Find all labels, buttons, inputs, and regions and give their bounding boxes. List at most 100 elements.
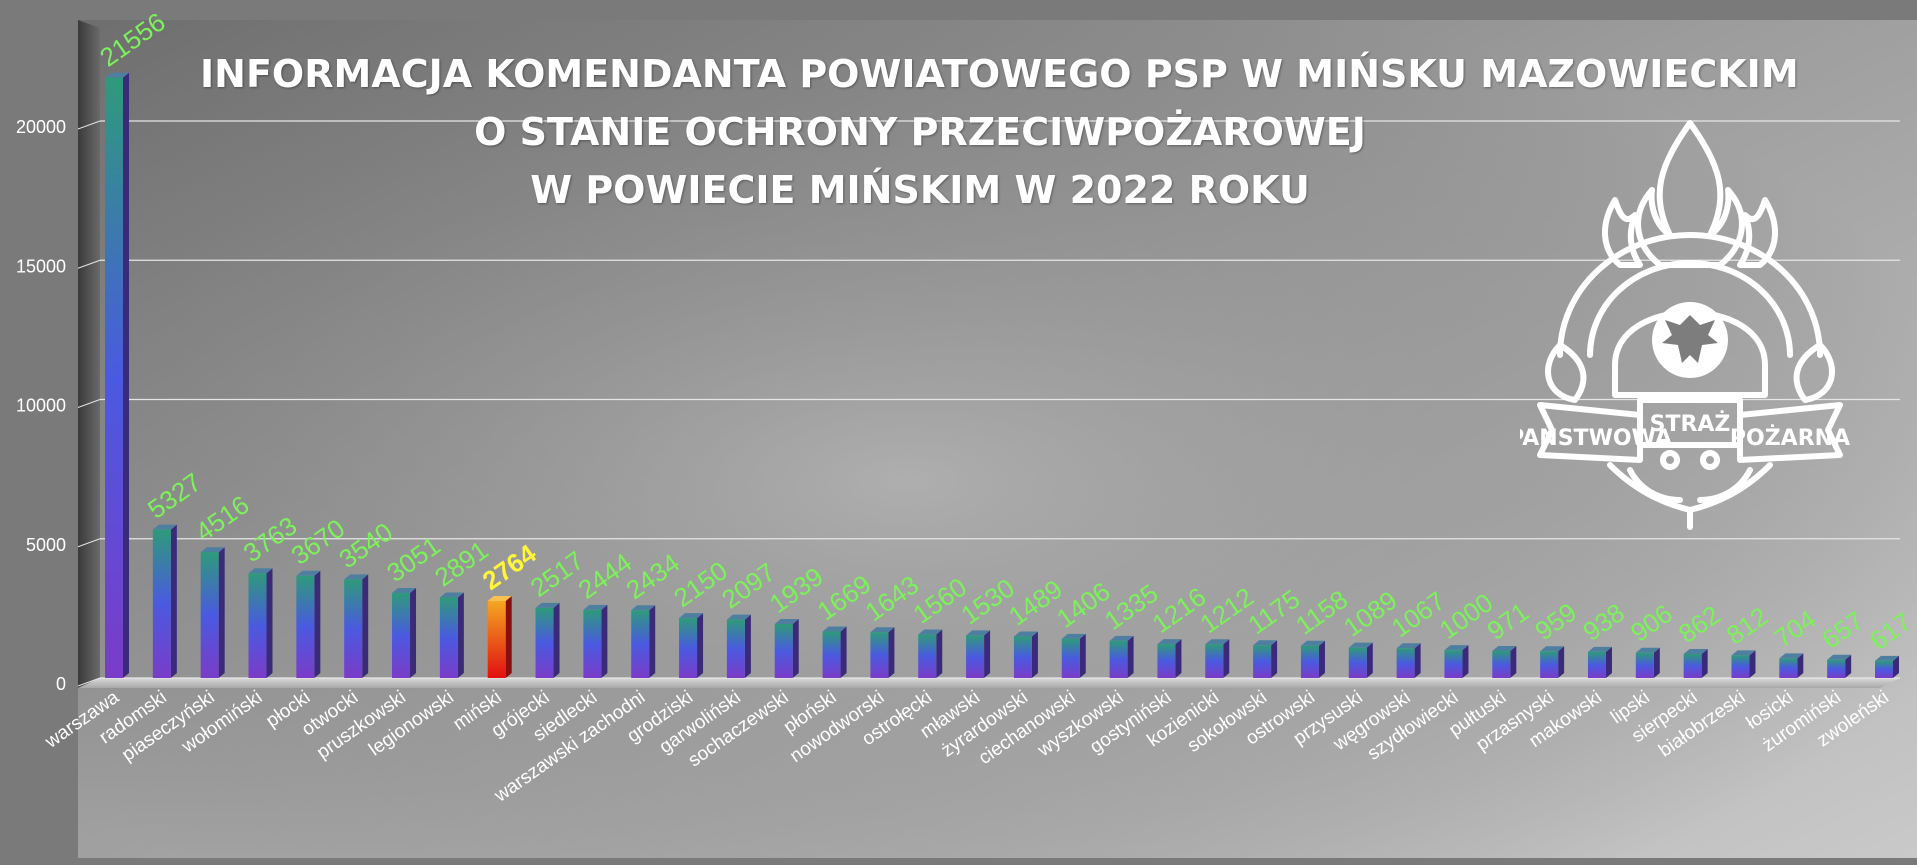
bar-top: [1253, 640, 1278, 646]
bar: [296, 570, 321, 678]
bar-top: [1540, 646, 1565, 652]
bar: [1683, 648, 1708, 678]
bar: [200, 547, 225, 678]
chart-title-line-3: W POWIECIE MIŃSKIM W 2022 ROKU: [530, 168, 1310, 212]
bar-front: [870, 632, 889, 678]
bar-top: [296, 570, 321, 576]
bar-front: [105, 77, 123, 678]
bar-front: [1061, 638, 1080, 678]
y-tick-label: 10000: [16, 396, 66, 416]
bar-side: [170, 524, 177, 678]
bar-side: [1271, 640, 1278, 678]
bar: [1635, 647, 1660, 678]
bar: [392, 588, 417, 678]
bar-side: [1318, 640, 1325, 678]
bar-side: [1749, 650, 1756, 678]
bar-top: [1444, 645, 1469, 651]
bar-front: [1109, 640, 1128, 678]
bar: [1827, 654, 1852, 678]
bar-side: [1653, 647, 1660, 678]
bar-side: [1605, 646, 1612, 678]
bar-side: [1462, 645, 1469, 678]
bar-side: [984, 630, 991, 678]
bar-side: [1510, 645, 1517, 678]
bar-side: [888, 627, 895, 678]
bar-front: [1683, 653, 1702, 678]
bar-front: [296, 575, 315, 678]
bar-top: [679, 613, 704, 619]
bar-top: [487, 596, 512, 602]
bar-top: [1109, 635, 1134, 641]
bar-side: [218, 547, 225, 678]
bar-side: [553, 602, 560, 678]
bar-top: [1013, 631, 1038, 637]
bar-top: [1492, 645, 1517, 651]
bar-front: [1348, 647, 1367, 678]
bar-side: [1893, 655, 1899, 678]
bar: [1348, 642, 1373, 678]
bar-top: [1635, 647, 1660, 653]
bar: [822, 626, 847, 678]
bar-top: [1683, 648, 1708, 654]
bar-side: [1414, 643, 1421, 678]
bar-top: [439, 592, 464, 598]
bar: [152, 524, 177, 678]
bar-top: [1779, 653, 1804, 659]
bar: [1013, 631, 1038, 678]
gridline-side: [77, 677, 101, 687]
bar-front: [631, 610, 650, 678]
bar-front: [1492, 650, 1511, 678]
bar: [966, 630, 991, 678]
bar: [1061, 633, 1086, 678]
bar: [726, 614, 751, 678]
bar-front: [535, 607, 554, 678]
bar-top: [583, 604, 608, 610]
bar-top: [774, 618, 799, 624]
y-tick-label: 0: [56, 674, 66, 694]
bar-top: [1396, 643, 1421, 649]
bar-front: [1300, 645, 1319, 678]
y-tick-label: 5000: [26, 535, 66, 555]
bar-front: [822, 631, 841, 678]
logo-text-right: POŻARNA: [1730, 425, 1850, 451]
bar-front: [1540, 651, 1559, 678]
bar-front: [439, 597, 458, 678]
bar: [1875, 655, 1899, 678]
bar-front: [679, 618, 698, 678]
bar: [1109, 635, 1134, 678]
bar-top: [1875, 655, 1899, 661]
bar-top: [631, 605, 656, 611]
bar-top: [726, 614, 751, 620]
bar-side: [505, 596, 512, 678]
bar-side: [1079, 633, 1086, 678]
logo-text-left: PAŃSTWOWA: [1520, 425, 1672, 451]
bar-front: [583, 609, 602, 678]
bar-side: [1701, 648, 1708, 678]
bar-side: [1223, 639, 1230, 678]
gridline-side: [77, 538, 101, 548]
bar-top: [1205, 639, 1230, 645]
bar-front: [1587, 651, 1606, 678]
bar-top: [1827, 654, 1852, 660]
bar-front: [966, 635, 985, 678]
gridline-side: [77, 259, 101, 269]
bar-front: [918, 634, 937, 678]
bar-front: [1253, 645, 1272, 678]
bar-side: [744, 614, 751, 678]
bar-front: [1013, 636, 1032, 678]
bar: [1300, 640, 1325, 678]
psp-emblem-logo: PAŃSTWOWA STRAŻ POŻARNA: [1520, 120, 1850, 530]
bar-side: [314, 570, 321, 678]
y-tick-label: 20000: [16, 117, 66, 137]
chart-title-line-1: INFORMACJA KOMENDANTA POWIATOWEGO PSP W …: [200, 52, 1799, 96]
bar-top: [1300, 640, 1325, 646]
bar-top: [1061, 633, 1086, 639]
bar-front: [487, 601, 506, 678]
bar-side: [457, 592, 464, 678]
bar: [1587, 646, 1612, 678]
bar-side: [649, 605, 656, 678]
bar-front: [774, 623, 793, 678]
bar-top: [870, 627, 895, 633]
gridline-side: [77, 120, 101, 130]
